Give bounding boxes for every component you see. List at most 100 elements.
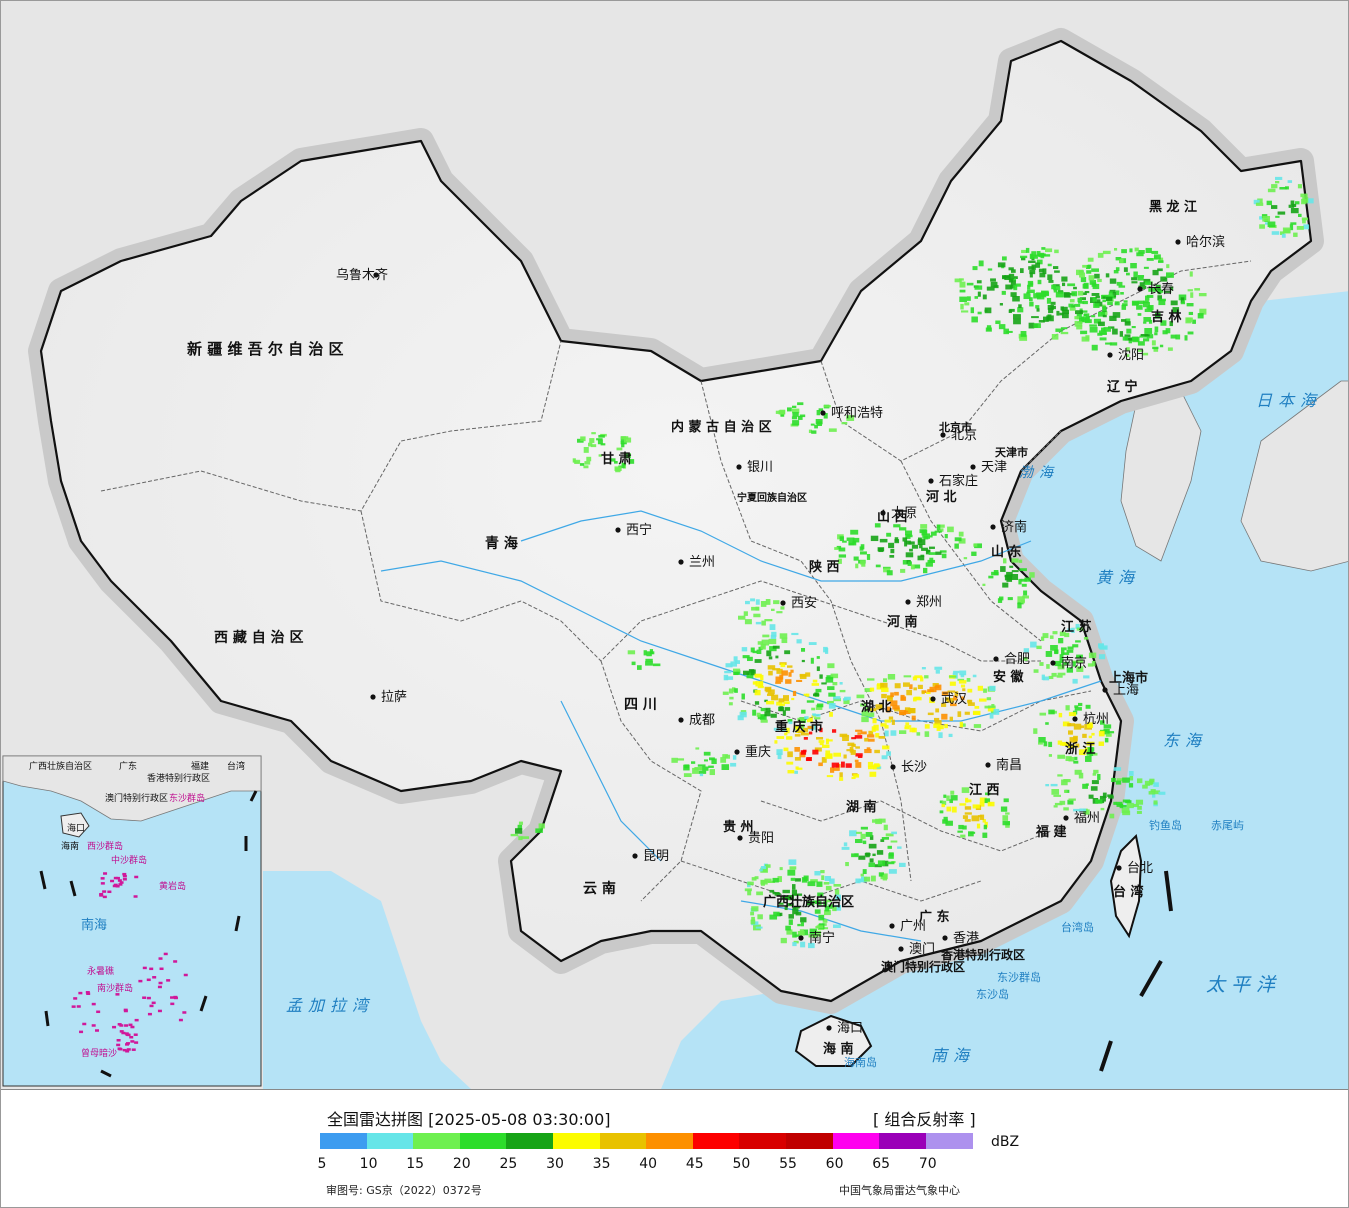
echo-cell xyxy=(1028,322,1035,329)
echo-cell xyxy=(950,790,955,795)
color-bin xyxy=(925,1133,973,1149)
echo-cell xyxy=(1036,259,1043,265)
echo-cell xyxy=(1091,780,1099,785)
city-marker xyxy=(734,749,740,755)
echo-cell xyxy=(1121,319,1127,322)
city-marker xyxy=(898,946,904,952)
echo-cell xyxy=(881,687,889,693)
echo-cell xyxy=(938,732,943,739)
echo-cell xyxy=(776,668,783,674)
echo-cell xyxy=(814,930,822,937)
echo-cell xyxy=(812,713,821,717)
echo-cell xyxy=(1143,300,1149,304)
echo-cell xyxy=(1111,777,1116,783)
echo-cell xyxy=(964,819,971,822)
echo-cell xyxy=(1293,232,1298,237)
reef-marker xyxy=(170,1002,175,1006)
echo-cell xyxy=(786,736,793,740)
echo-cell xyxy=(816,666,820,672)
echo-cell xyxy=(1053,286,1061,291)
echo-cell xyxy=(1188,311,1194,315)
echo-cell xyxy=(1087,722,1094,728)
echo-cell xyxy=(943,794,947,798)
echo-cell xyxy=(958,531,964,537)
echo-cell xyxy=(1109,813,1115,819)
echo-cell xyxy=(631,661,636,666)
echo-cell xyxy=(1078,749,1086,756)
reef-marker xyxy=(112,1025,117,1029)
echo-cell xyxy=(911,544,919,549)
city-marker xyxy=(1175,239,1181,245)
echo-cell xyxy=(965,799,972,803)
reef-marker xyxy=(122,874,127,878)
echo-cell xyxy=(782,889,790,894)
echo-cell xyxy=(583,465,589,469)
echo-cell xyxy=(813,693,820,697)
echo-cell xyxy=(824,909,831,916)
echo-cell xyxy=(793,940,799,944)
echo-cell xyxy=(979,814,985,820)
echo-cell xyxy=(649,649,654,655)
echo-cell xyxy=(864,749,872,754)
echo-cell xyxy=(1069,737,1078,743)
echo-cell xyxy=(935,708,940,713)
echo-cell xyxy=(792,690,797,697)
echo-cell xyxy=(890,730,897,736)
color-bin xyxy=(692,1133,740,1149)
echo-cell xyxy=(960,723,966,727)
echo-cell xyxy=(1020,331,1027,337)
color-bin xyxy=(879,1133,927,1149)
city-marker xyxy=(826,1025,832,1031)
echo-cell xyxy=(764,878,772,883)
echo-cell xyxy=(871,726,876,732)
echo-cell xyxy=(957,678,965,681)
echo-cell xyxy=(1029,572,1035,578)
scale-tick: 10 xyxy=(359,1156,378,1172)
echo-cell xyxy=(598,454,602,457)
echo-cell xyxy=(921,547,928,551)
echo-cell xyxy=(1172,307,1180,313)
echo-cell xyxy=(811,430,817,434)
echo-cell xyxy=(810,657,814,664)
echo-cell xyxy=(1145,295,1150,301)
echo-cell xyxy=(971,316,978,323)
echo-cell xyxy=(1059,800,1066,805)
echo-cell xyxy=(1267,221,1276,228)
echo-cell xyxy=(1180,302,1186,305)
echo-cell xyxy=(786,727,790,734)
echo-cell xyxy=(803,929,809,936)
echo-cell xyxy=(1017,307,1024,313)
color-bin xyxy=(599,1133,647,1149)
echo-cell xyxy=(1300,193,1308,198)
reef-marker xyxy=(95,1029,100,1032)
echo-cell xyxy=(510,833,519,837)
province-label: 贵 州 xyxy=(723,819,754,835)
echo-cell xyxy=(1038,254,1044,258)
echo-cell xyxy=(1146,783,1151,786)
echo-cell xyxy=(764,711,771,717)
reef-marker xyxy=(147,1012,152,1016)
echo-cell xyxy=(1112,328,1118,335)
echo-cell xyxy=(867,678,875,681)
echo-cell xyxy=(1003,328,1009,335)
echo-cell xyxy=(842,737,849,742)
echo-cell xyxy=(881,837,889,840)
echo-cell xyxy=(609,458,616,462)
province-label: 山 东 xyxy=(991,544,1022,560)
echo-cell xyxy=(957,711,962,717)
echo-cell xyxy=(733,671,739,676)
echo-cell xyxy=(1158,299,1166,306)
echo-cell xyxy=(1151,340,1156,346)
echo-cell xyxy=(702,766,709,771)
reef-marker xyxy=(125,1042,130,1045)
echo-cell xyxy=(1062,282,1066,287)
echo-cell xyxy=(874,749,880,754)
echo-cell xyxy=(1003,798,1009,803)
echo-cell xyxy=(627,650,636,655)
echo-cell xyxy=(1153,790,1161,795)
echo-cell xyxy=(1132,336,1140,343)
echo-cell xyxy=(1288,204,1295,208)
city-marker xyxy=(928,478,934,484)
echo-cell xyxy=(966,296,971,301)
